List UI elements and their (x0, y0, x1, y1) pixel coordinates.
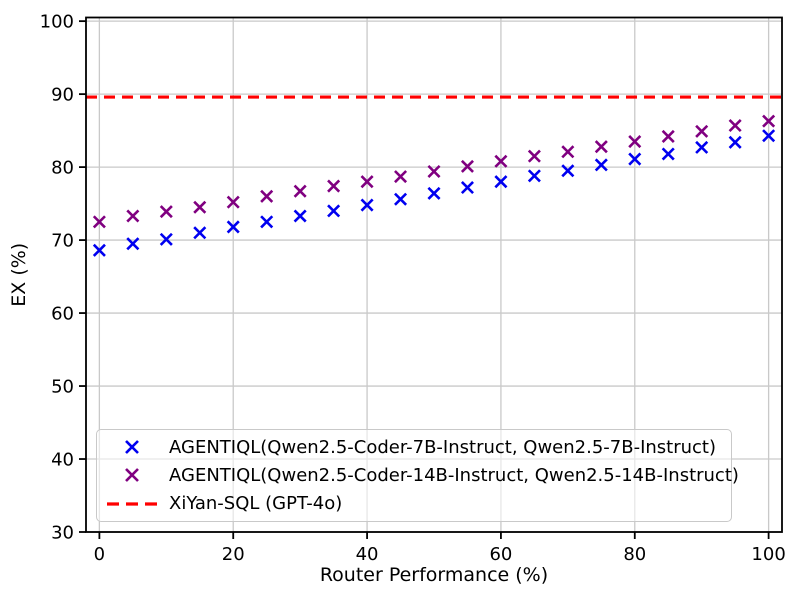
series-2-marker (193, 200, 207, 214)
series-2-marker (427, 164, 441, 179)
legend-label-baseline: XiYan-SQL (GPT-4o) (169, 493, 343, 515)
series-1-marker (494, 175, 508, 189)
series-2-marker (594, 140, 608, 154)
series-2-marker (159, 205, 173, 219)
series-1-marker (260, 215, 274, 229)
series-2-marker (728, 118, 742, 133)
legend-row-series-2: AGENTIQL(Qwen2.5-Coder-14B-Instruct, Qwe… (105, 461, 739, 489)
y-tick-label: 30 (51, 523, 74, 544)
series-2-marker (762, 114, 776, 128)
y-tick-label: 80 (51, 158, 74, 179)
series-2-marker (661, 129, 675, 143)
series-2-marker (92, 215, 106, 229)
plot-border (85, 16, 783, 533)
series-1-marker (460, 181, 474, 195)
series-2-marker (527, 149, 541, 163)
series-2-marker (695, 124, 709, 138)
legend: AGENTIQL(Qwen2.5-Coder-7B-Instruct, Qwen… (96, 429, 739, 522)
series-1-marker (661, 147, 675, 161)
y-tick-label: 90 (51, 85, 74, 106)
series-2-marker (126, 209, 140, 223)
legend-row-baseline: XiYan-SQL (GPT-4o) (105, 490, 731, 518)
series-2-marker (360, 175, 374, 189)
y-tick-label: 60 (51, 304, 74, 325)
x-tick-label: 100 (751, 544, 785, 565)
x-tick-label: 20 (222, 544, 245, 565)
series-2-marker (260, 189, 274, 203)
series-2-marker (460, 159, 474, 173)
series-1-marker (427, 186, 441, 200)
legend-row-series-1: AGENTIQL(Qwen2.5-Coder-7B-Instruct, Qwen… (105, 433, 731, 461)
series-1-marker (159, 232, 173, 246)
x-axis-label: Router Performance (%) (320, 564, 548, 586)
series-2-marker (561, 145, 575, 159)
series-1-marker (594, 158, 608, 172)
x-marker-blue-icon (105, 438, 159, 456)
series-1-marker (126, 237, 140, 251)
y-tick-label: 70 (51, 231, 74, 252)
series-1-marker (527, 169, 541, 183)
series-1-marker (628, 152, 642, 166)
series-2-marker (494, 154, 508, 168)
series-2-marker (293, 184, 307, 198)
series-1-marker (561, 164, 575, 178)
series-1-marker (728, 135, 742, 149)
dashed-line-red-icon (105, 495, 159, 513)
legend-label-series-2: AGENTIQL(Qwen2.5-Coder-14B-Instruct, Qwe… (169, 464, 739, 486)
legend-label-series-1: AGENTIQL(Qwen2.5-Coder-7B-Instruct, Qwen… (169, 436, 717, 458)
series-2-marker (628, 135, 642, 149)
y-axis-label: EX (%) (8, 243, 30, 307)
series-1-marker (293, 209, 307, 223)
series-1-marker (327, 204, 341, 218)
series-1-marker (762, 129, 776, 143)
series-1-marker (92, 243, 106, 257)
series-2-marker (394, 170, 408, 184)
series-1-marker (695, 140, 709, 154)
series-1-marker (226, 220, 240, 234)
series-2-marker (226, 195, 240, 209)
x-tick-label: 80 (623, 544, 646, 565)
series-1-marker (360, 198, 374, 212)
x-marker-purple-icon (105, 466, 159, 484)
series-1-marker (394, 192, 408, 206)
series-2-marker (327, 179, 341, 193)
y-tick-label: 40 (51, 450, 74, 471)
x-tick-label: 40 (356, 544, 379, 565)
x-tick-label: 60 (489, 544, 512, 565)
y-tick-label: 50 (51, 377, 74, 398)
y-tick-label: 100 (40, 12, 74, 33)
x-tick-label: 0 (94, 544, 105, 565)
series-1-marker (193, 226, 207, 240)
